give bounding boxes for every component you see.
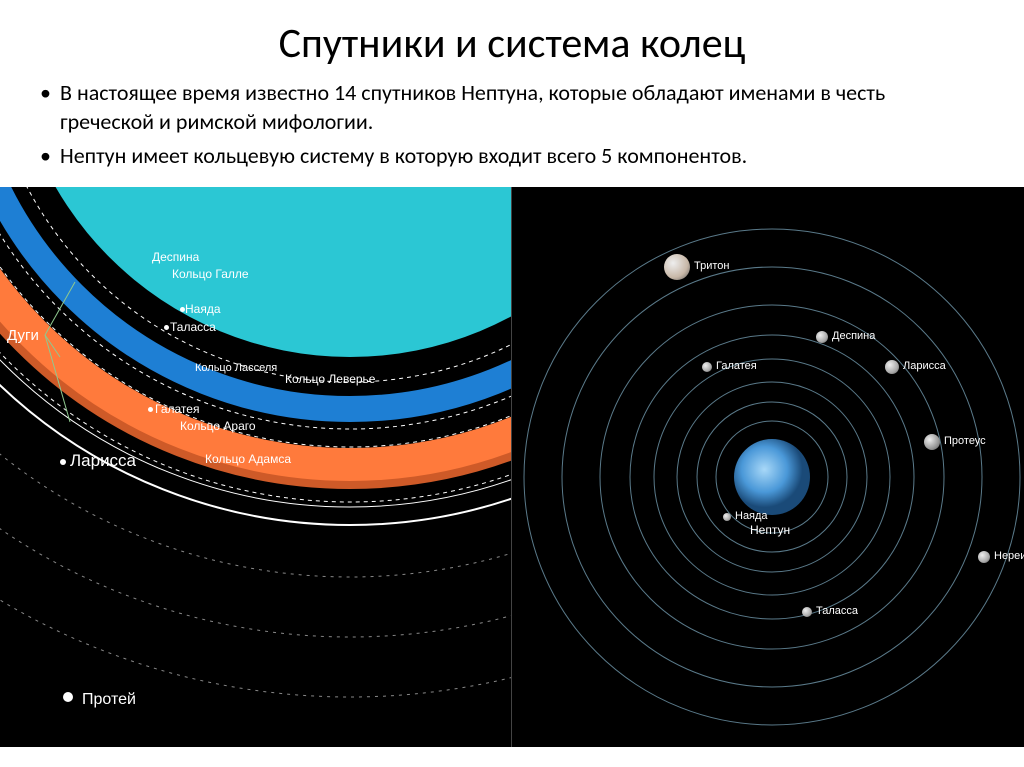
ring-system-diagram: Дуги Деспина Кольцо Галле Наяда Таласса … (0, 187, 512, 747)
dot-proteus (63, 692, 73, 702)
slide-title: Спутники и система колец (0, 0, 1024, 79)
bullet-1: В настоящее время известно 14 спутников … (60, 79, 984, 136)
dot-galatea (148, 407, 153, 412)
orbits-svg (512, 187, 1024, 747)
label-lassell: Кольцо Ласселя (195, 362, 277, 374)
moon-label-протеус: Протеус (944, 435, 986, 447)
bullet-list: В настоящее время известно 14 спутников … (0, 79, 1024, 187)
moon-наяда (723, 513, 731, 521)
label-despina: Деспина (152, 250, 199, 264)
moon-протеус (924, 434, 940, 450)
moon-нереида (978, 551, 990, 563)
bullet-2: Нептун имеет кольцевую систему в которую… (60, 142, 984, 171)
moon-таласса (802, 607, 812, 617)
moon-деспина (816, 331, 828, 343)
dot-naiad (180, 307, 185, 312)
moon-label-галатея: Галатея (716, 360, 757, 372)
moon-label-наяда: Наяда (735, 510, 768, 522)
label-naiad: Наяда (185, 302, 221, 316)
moon-тритон (664, 254, 690, 280)
label-proteus: Протей (82, 691, 136, 709)
moon-label-деспина: Деспина (832, 330, 875, 342)
moon-галатея (702, 362, 712, 372)
label-arago: Кольцо Араго (180, 419, 256, 433)
dot-larissa (60, 459, 66, 465)
moon-label-таласса: Таласса (816, 605, 858, 617)
moon-label-нереида: Нереида (994, 550, 1024, 562)
moon-label-тритон: Тритон (694, 260, 729, 272)
label-larissa: Ларисса (70, 451, 136, 471)
label-thalassa: Таласса (170, 320, 216, 334)
moon-ларисса (885, 360, 899, 374)
label-galatea: Галатея (155, 402, 199, 416)
label-leverrier: Кольцо Леверье (285, 372, 375, 386)
moons-orbit-diagram: ТритонДеспинаГалатеяЛариссаПротеусНаядаН… (512, 187, 1024, 747)
label-arcs: Дуги (7, 327, 39, 344)
dot-thalassa (164, 325, 169, 330)
neptune-label: Нептун (750, 523, 790, 537)
label-adams: Кольцо Адамса (205, 452, 291, 466)
label-galle: Кольцо Галле (172, 267, 249, 281)
moon-label-ларисса: Ларисса (903, 360, 946, 372)
diagram-area: Дуги Деспина Кольцо Галле Наяда Таласса … (0, 187, 1024, 747)
